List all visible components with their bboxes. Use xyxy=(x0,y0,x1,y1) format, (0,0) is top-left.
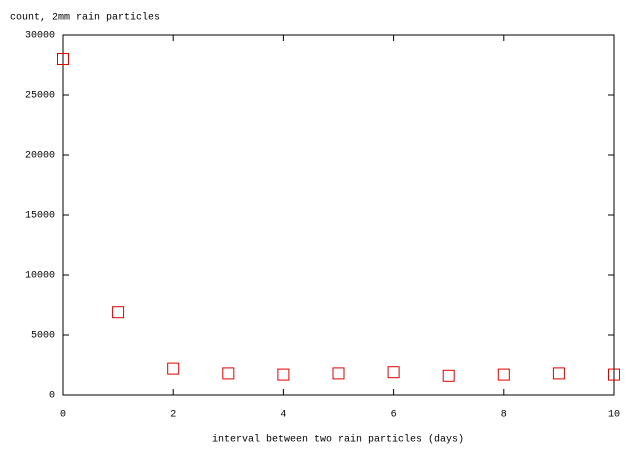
point xyxy=(167,362,180,375)
x-tick-label: 10 xyxy=(608,410,620,421)
point xyxy=(332,367,345,380)
point xyxy=(112,306,125,319)
y-tick-label: 30000 xyxy=(25,31,55,42)
x-tick-label: 4 xyxy=(280,410,286,421)
y-tick-label: 0 xyxy=(49,391,55,402)
y-tick-label: 5000 xyxy=(31,331,55,342)
point xyxy=(57,53,69,65)
y-tick-label: 15000 xyxy=(25,211,55,222)
point xyxy=(608,368,620,381)
x-axis-label: interval between two rain particles (day… xyxy=(212,434,464,446)
point xyxy=(277,368,290,381)
point xyxy=(387,366,400,379)
x-tick-label: 0 xyxy=(60,410,66,421)
point xyxy=(497,368,510,381)
x-tick-label: 8 xyxy=(501,410,507,421)
y-tick-label: 10000 xyxy=(25,271,55,282)
y-tick-label: 25000 xyxy=(25,91,55,102)
point xyxy=(222,367,235,380)
point xyxy=(442,369,455,382)
y-tick-label: 20000 xyxy=(25,151,55,162)
x-tick-label: 2 xyxy=(170,410,176,421)
point xyxy=(552,367,565,380)
y-axis-label: count, 2mm rain particles xyxy=(10,12,160,24)
plot-border xyxy=(62,34,615,396)
x-tick-label: 6 xyxy=(391,410,397,421)
